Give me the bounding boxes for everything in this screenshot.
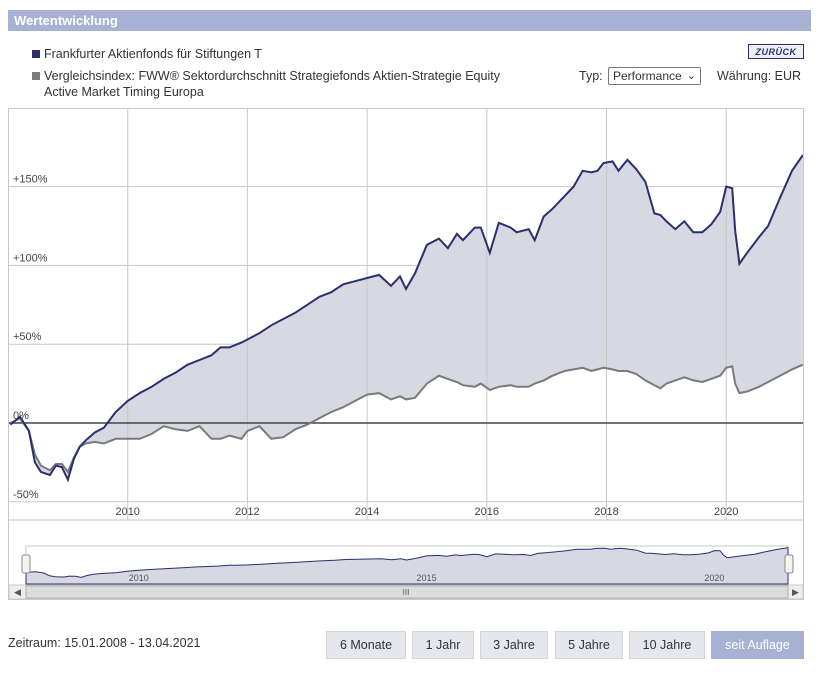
navigator-handle-right[interactable] <box>784 554 794 574</box>
xtick-label: 2010 <box>115 506 139 518</box>
vgrid-layer <box>127 109 727 520</box>
navigator[interactable]: 2010 2015 2020 ◀ ▶ III <box>8 545 804 600</box>
chevron-down-icon: ⌄ <box>686 70 696 82</box>
ytick-label: +150% <box>13 174 48 186</box>
range-button-5y[interactable]: 5 Jahre <box>555 631 623 659</box>
legend-index-label-line2: Active Market Timing Europa <box>44 85 204 99</box>
xtick-label: 2020 <box>714 506 738 518</box>
scrollbar-grip: III <box>403 588 410 597</box>
xtick-label: 2012 <box>235 506 259 518</box>
legend-fund-swatch <box>32 50 40 58</box>
navigator-label: 2015 <box>417 573 437 583</box>
panel-title: Wertentwicklung <box>14 13 118 28</box>
ytick-label: +100% <box>13 252 48 264</box>
xtick-labels: 2010 2012 2014 2016 2018 2020 <box>115 506 738 518</box>
ytick-label: +50% <box>13 331 42 343</box>
xtick-label: 2016 <box>475 506 499 518</box>
scrollbar-thumb[interactable] <box>25 585 789 599</box>
performance-chart[interactable]: -50%0%+50%+100%+150% 2010 2012 2014 2016 201… <box>8 109 804 600</box>
navigator-label: 2010 <box>129 573 149 583</box>
scroll-left-icon: ◀ <box>14 587 21 597</box>
fund-area <box>10 155 803 480</box>
range-button-seit-auflage[interactable]: seit Auflage <box>711 631 804 659</box>
typ-label: Typ: <box>579 69 603 83</box>
legend-index-label-line1: Vergleichsindex: FWW® Sektordurchschnitt… <box>44 69 500 83</box>
ytick-label: 0% <box>13 410 29 422</box>
back-button[interactable]: ZURÜCK <box>748 44 804 59</box>
legend-index-swatch <box>32 72 40 80</box>
ytick-labels: -50% 0% +50% +100% +150% <box>13 174 48 501</box>
navigator-labels: 2010 2015 2020 <box>129 573 725 583</box>
range-button-1y[interactable]: 1 Jahr <box>412 631 474 659</box>
currency-label: Währung: EUR <box>717 69 802 83</box>
scroll-right-icon: ▶ <box>792 587 799 597</box>
navigator-label: 2020 <box>704 573 724 583</box>
series-line-fund <box>9 154 804 483</box>
range-button-3y[interactable]: 3 Jahre <box>480 631 548 659</box>
typ-select[interactable]: Performance ⌄ <box>608 67 701 85</box>
xtick-label: 2014 <box>355 506 379 518</box>
xtick-label: 2018 <box>594 506 618 518</box>
legend-index: Vergleichsindex: FWW® Sektordurchschnitt… <box>32 68 500 100</box>
typ-select-value: Performance <box>613 69 682 83</box>
range-button-6m[interactable]: 6 Monate <box>326 631 406 659</box>
panel-header: Wertentwicklung <box>8 10 811 31</box>
range-button-10y[interactable]: 10 Jahre <box>629 631 705 659</box>
series-line-index <box>9 363 804 474</box>
navigator-area <box>25 547 789 585</box>
chart-container: -50% 0% +50% +100% +150% 2010 2012 2014 2016 201… <box>8 108 804 600</box>
ytick-label: -50% <box>13 489 39 501</box>
navigator-handle-left[interactable] <box>21 554 31 574</box>
legend-fund-label: Frankfurter Aktienfonds für Stiftungen T <box>44 47 262 61</box>
zeitraum-label: Zeitraum: 15.01.2008 - 13.04.2021 <box>8 636 201 650</box>
legend-fund: Frankfurter Aktienfonds für Stiftungen T <box>32 46 262 62</box>
